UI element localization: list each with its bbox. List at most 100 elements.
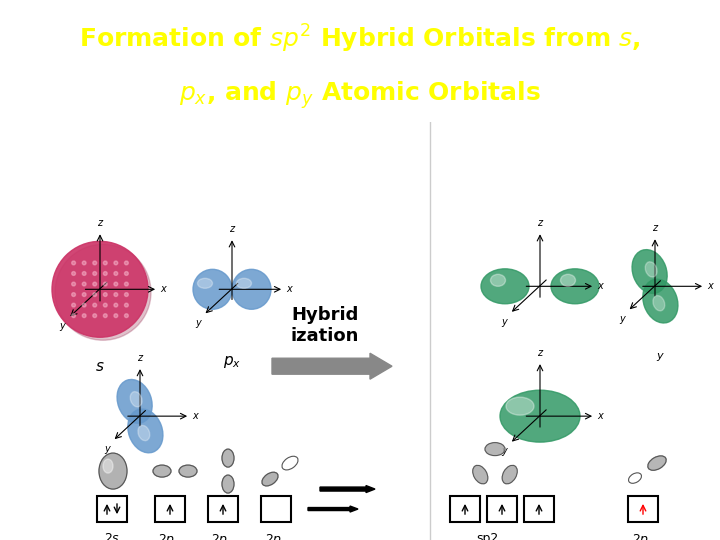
Text: z: z [537,348,543,358]
Circle shape [125,261,128,265]
Ellipse shape [138,426,150,441]
Circle shape [125,282,128,286]
Ellipse shape [153,465,171,477]
Circle shape [93,293,96,296]
Ellipse shape [99,453,127,489]
Circle shape [82,282,86,286]
Ellipse shape [193,269,232,309]
Circle shape [93,282,96,286]
Ellipse shape [117,380,152,423]
Ellipse shape [262,472,278,486]
Text: 2$p_z$: 2$p_z$ [265,532,287,540]
Text: y: y [501,447,507,456]
Ellipse shape [632,249,667,293]
Ellipse shape [560,274,575,286]
Circle shape [104,303,107,307]
Circle shape [82,261,86,265]
Circle shape [82,293,86,296]
Circle shape [104,314,107,318]
FancyArrow shape [320,485,375,492]
Circle shape [125,303,128,307]
FancyBboxPatch shape [155,496,185,522]
Circle shape [72,303,76,307]
Circle shape [114,261,118,265]
Ellipse shape [506,397,534,415]
Circle shape [82,314,86,318]
Text: $\mathit{p}_x$, and $\mathit{p}_y$ Atomic Orbitals: $\mathit{p}_x$, and $\mathit{p}_y$ Atomi… [179,79,541,111]
Text: 2$p_x$: 2$p_x$ [158,532,181,540]
Ellipse shape [103,459,113,473]
Text: y: y [60,321,66,331]
Ellipse shape [232,269,271,309]
Ellipse shape [551,269,599,304]
FancyBboxPatch shape [261,496,291,522]
Text: Formation of $\mathit{sp}^2$ Hybrid Orbitals from $\mathit{s}$,: Formation of $\mathit{sp}^2$ Hybrid Orbi… [79,23,641,55]
Circle shape [114,293,118,296]
FancyBboxPatch shape [524,496,554,522]
Text: x: x [160,284,166,294]
FancyBboxPatch shape [487,496,517,522]
FancyBboxPatch shape [628,496,658,522]
Ellipse shape [282,456,298,470]
Circle shape [104,282,107,286]
Text: Hybrid
ization: Hybrid ization [291,306,359,345]
Text: x: x [192,411,198,421]
Ellipse shape [222,449,234,467]
Text: y: y [501,316,507,327]
Circle shape [114,303,118,307]
Text: z: z [652,224,657,233]
Circle shape [125,293,128,296]
Circle shape [72,261,76,265]
Circle shape [114,272,118,275]
Ellipse shape [128,409,163,453]
Text: z: z [138,353,143,363]
Circle shape [72,272,76,275]
Ellipse shape [502,465,517,484]
Ellipse shape [130,392,142,407]
FancyArrow shape [308,506,358,512]
Text: x: x [286,284,292,294]
Text: 2$s$: 2$s$ [104,532,120,540]
FancyBboxPatch shape [208,496,238,522]
Ellipse shape [648,456,666,470]
Text: y: y [619,314,625,324]
Ellipse shape [222,475,234,493]
FancyBboxPatch shape [450,496,480,522]
Circle shape [114,282,118,286]
Text: 2$p_z$: 2$p_z$ [631,532,654,540]
Ellipse shape [629,473,642,483]
Text: y: y [104,444,110,454]
Circle shape [93,303,96,307]
Ellipse shape [645,262,657,277]
Ellipse shape [485,443,505,456]
Text: $s$: $s$ [95,359,105,374]
Ellipse shape [500,390,580,442]
Text: $y$: $y$ [655,351,665,363]
Circle shape [52,241,148,338]
FancyArrow shape [272,353,392,379]
Text: x: x [597,281,603,291]
Circle shape [72,314,76,318]
Circle shape [82,303,86,307]
Circle shape [125,314,128,318]
Circle shape [104,261,107,265]
Text: 2$p_y$: 2$p_y$ [212,532,235,540]
Text: y: y [195,318,201,328]
Circle shape [72,282,76,286]
Circle shape [104,293,107,296]
Text: z: z [97,218,102,228]
Text: z: z [230,224,235,234]
Circle shape [55,245,151,340]
Circle shape [93,261,96,265]
Text: $p_x$: $p_x$ [223,354,241,370]
Circle shape [82,272,86,275]
Ellipse shape [490,274,505,286]
Ellipse shape [653,295,665,311]
Circle shape [104,272,107,275]
Ellipse shape [179,465,197,477]
Ellipse shape [643,279,678,323]
Circle shape [125,272,128,275]
Text: z: z [537,218,543,228]
Ellipse shape [473,465,488,484]
Circle shape [93,272,96,275]
